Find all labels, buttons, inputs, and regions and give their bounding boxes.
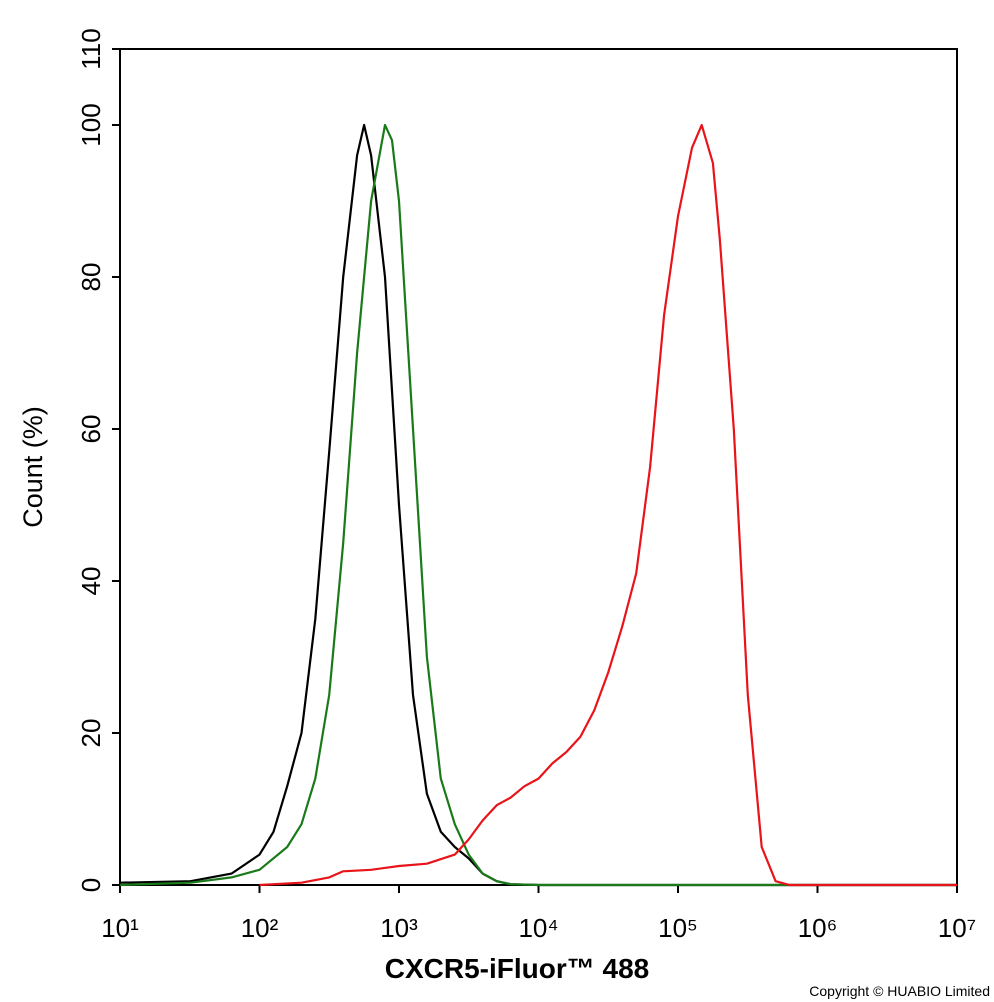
x-tick-label: 10⁴	[518, 913, 558, 943]
x-tick-label: 10³	[380, 913, 418, 943]
histogram-line	[259, 123, 957, 887]
x-tick-label: 10¹	[101, 913, 139, 943]
y-tick-label: 40	[76, 567, 106, 596]
histogram-line	[119, 123, 957, 887]
plot-frame	[119, 48, 958, 886]
x-tick-label: 10⁷	[938, 913, 976, 943]
x-axis-label: CXCR5-iFluor™ 488	[385, 953, 650, 984]
y-tick-label: 100	[76, 103, 106, 146]
y-tick-label: 60	[76, 415, 106, 444]
y-tick-label: 20	[76, 719, 106, 748]
y-tick-label: 80	[76, 263, 106, 292]
x-tick-label: 10²	[241, 913, 279, 943]
y-tick-label: 110	[76, 28, 106, 69]
histogram-line	[119, 123, 957, 887]
copyright: Copyright © HUABIO Limited	[809, 983, 990, 999]
x-tick-label: 10⁵	[658, 913, 698, 943]
x-tick-label: 10⁶	[798, 913, 838, 943]
y-tick-label: 0	[76, 878, 106, 892]
y-axis-label: Count (%)	[18, 406, 48, 528]
